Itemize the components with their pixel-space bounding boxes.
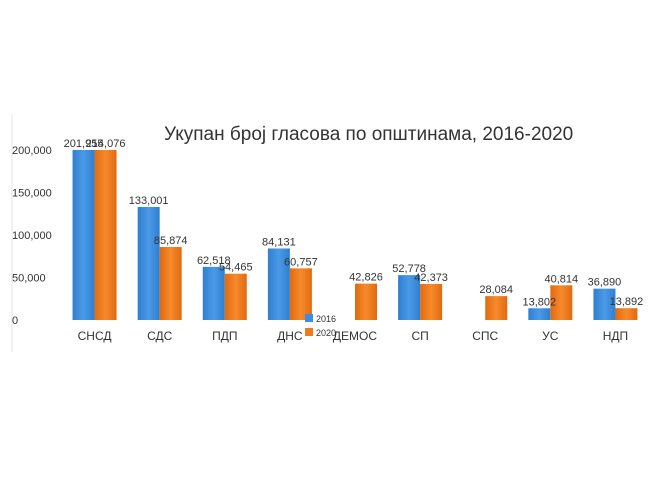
bar-2016-сп: [398, 275, 421, 320]
category-label-0: СНСД: [78, 329, 112, 343]
bar-2020-спс: [485, 296, 508, 320]
category-label-6: СПС: [472, 329, 498, 343]
category-label-7: УС: [542, 329, 559, 343]
data-label-2016-8: 36,890: [588, 277, 622, 289]
legend-swatch-2016: [305, 314, 313, 322]
category-label-5: СП: [411, 329, 428, 343]
bar-2020-сп: [420, 283, 443, 320]
legend-label-2016: 2016: [316, 314, 336, 324]
data-label-2020-2: 54,465: [219, 262, 253, 274]
data-label-2020-1: 85,874: [154, 235, 188, 247]
bar-2020-днс: [289, 268, 312, 320]
category-label-3: ДНС: [277, 329, 303, 343]
data-label-2016-5: 52,778: [392, 263, 426, 275]
bar-2020-ндп: [615, 308, 638, 320]
y-tick-label: 0: [12, 315, 18, 327]
data-label-2016-7: 13,802: [523, 296, 557, 308]
data-label-2020-8: 13,892: [610, 296, 644, 308]
legend-swatch-2020: [305, 328, 313, 336]
bar-2020-пдп: [224, 273, 247, 320]
bar-2016-ндп: [593, 288, 616, 320]
bar-2016-днс: [267, 248, 290, 320]
bar-2020-сдс: [159, 247, 182, 320]
data-label-2020-7: 40,814: [545, 273, 579, 285]
y-tick-label: 150,000: [12, 188, 52, 200]
category-label-4: ДЕМОС: [333, 329, 377, 343]
data-label-2016-2: 62,518: [197, 255, 231, 267]
data-label-2020-6: 28,084: [479, 284, 513, 296]
category-label-2: ПДП: [212, 329, 237, 343]
y-tick-label: 50,000: [12, 273, 46, 285]
data-label-2016-1: 133,001: [129, 195, 169, 207]
category-label-1: СДС: [147, 329, 173, 343]
bar-2016-пдп: [202, 266, 225, 320]
data-label-2016-0: 201,955: [64, 138, 104, 150]
data-label-2020-5: 42,373: [414, 272, 448, 284]
bar-2020-снсд: [94, 150, 117, 320]
bar-2016-сдс: [137, 206, 160, 320]
chart-title: Укупан број гласова по општинама, 2016-2…: [164, 124, 573, 145]
bar-2020-демос: [355, 283, 377, 320]
data-label-2020-4: 42,826: [349, 272, 383, 284]
bar-2016-снсд: [72, 150, 95, 320]
data-label-2016-3: 84,131: [262, 236, 296, 248]
bar-2016-ус: [528, 308, 551, 320]
y-tick-label: 100,000: [12, 230, 52, 242]
data-label-2020-3: 60,757: [284, 256, 318, 268]
legend-label-2020: 2020: [316, 328, 336, 338]
y-tick-label: 200,000: [12, 145, 52, 157]
category-label-8: НДП: [603, 329, 628, 343]
bar-2020-ус: [550, 285, 573, 320]
data-label-2020-0: 214,076: [86, 138, 126, 150]
